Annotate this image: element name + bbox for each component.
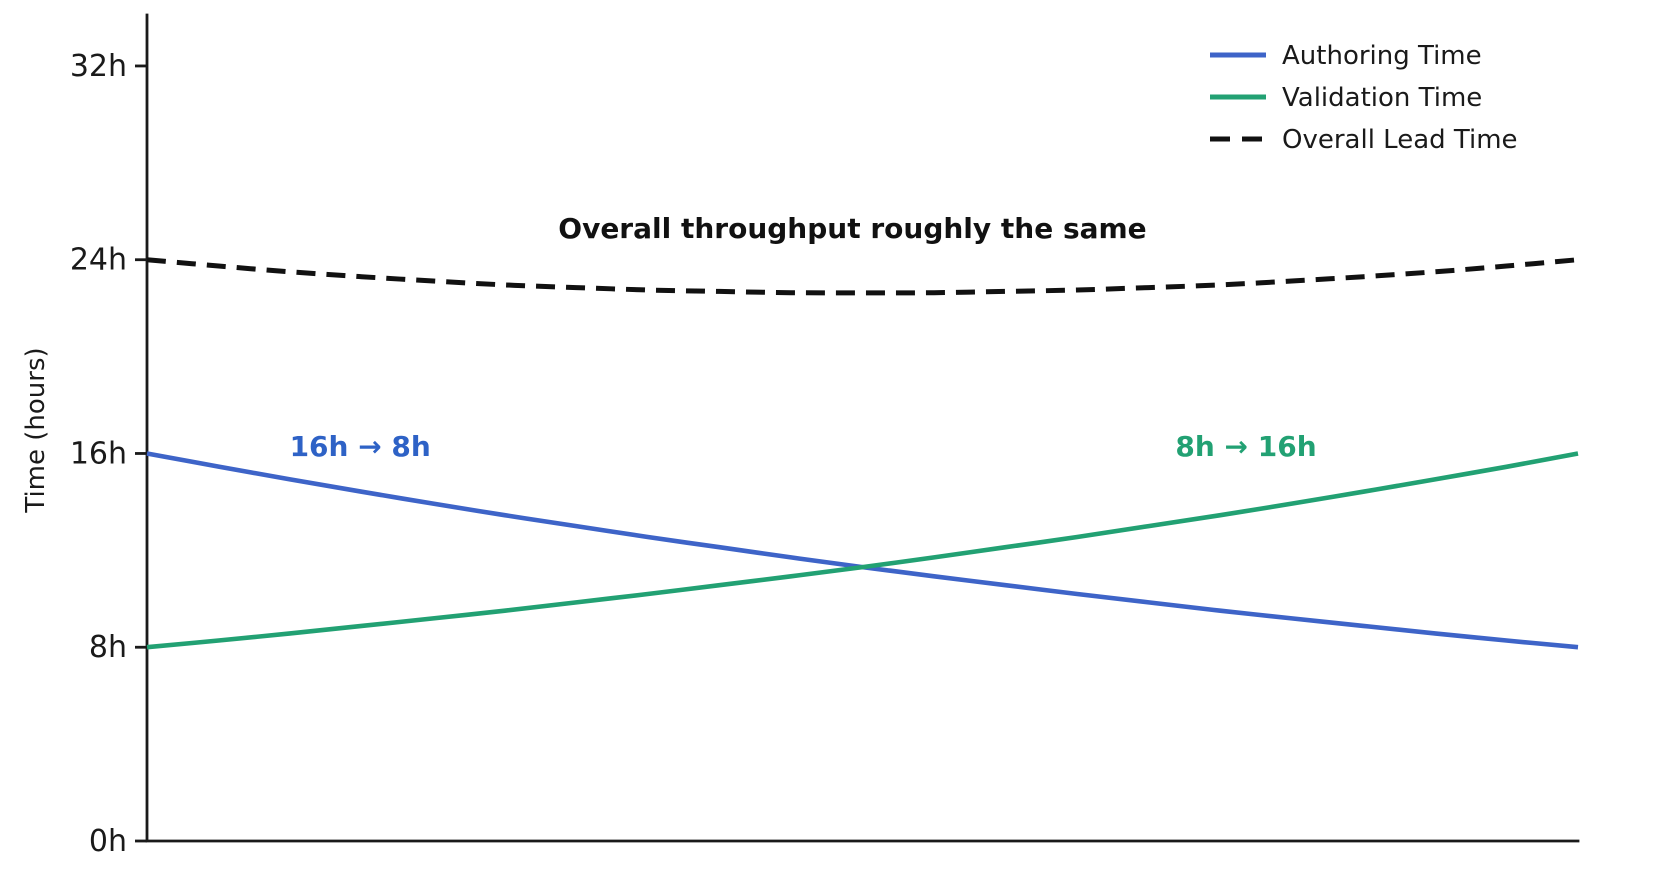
y-axis-title: Time (hours) [21, 347, 51, 513]
legend-label: Validation Time [1282, 83, 1482, 113]
series-line-authoring-time [146, 451, 1579, 650]
y-tick-label: 24h [70, 243, 127, 278]
legend-label: Overall Lead Time [1282, 125, 1518, 155]
annotation-text: 8h → 16h [1175, 430, 1316, 463]
annotation-text: Overall throughput roughly the same [558, 212, 1146, 245]
y-tick-label: 8h [89, 630, 127, 665]
y-tick-label: 0h [89, 824, 127, 859]
y-axis-label: Time (hours) [21, 347, 51, 513]
y-tick-label: 32h [70, 49, 127, 84]
annotations: Overall throughput roughly the same 16h →… [290, 212, 1317, 463]
series-line-overall-lead-time [146, 257, 1579, 296]
legend: Authoring Time Validation Time Overall Lea… [1210, 41, 1518, 155]
series-lines [146, 257, 1579, 650]
annotation-text: 16h → 8h [290, 430, 431, 463]
y-tick-label: 16h [70, 436, 127, 471]
legend-label: Authoring Time [1282, 41, 1482, 71]
series-line-validation-time [146, 451, 1579, 650]
y-axis-ticks: 0h 8h 16h 24h 32h [70, 49, 147, 859]
